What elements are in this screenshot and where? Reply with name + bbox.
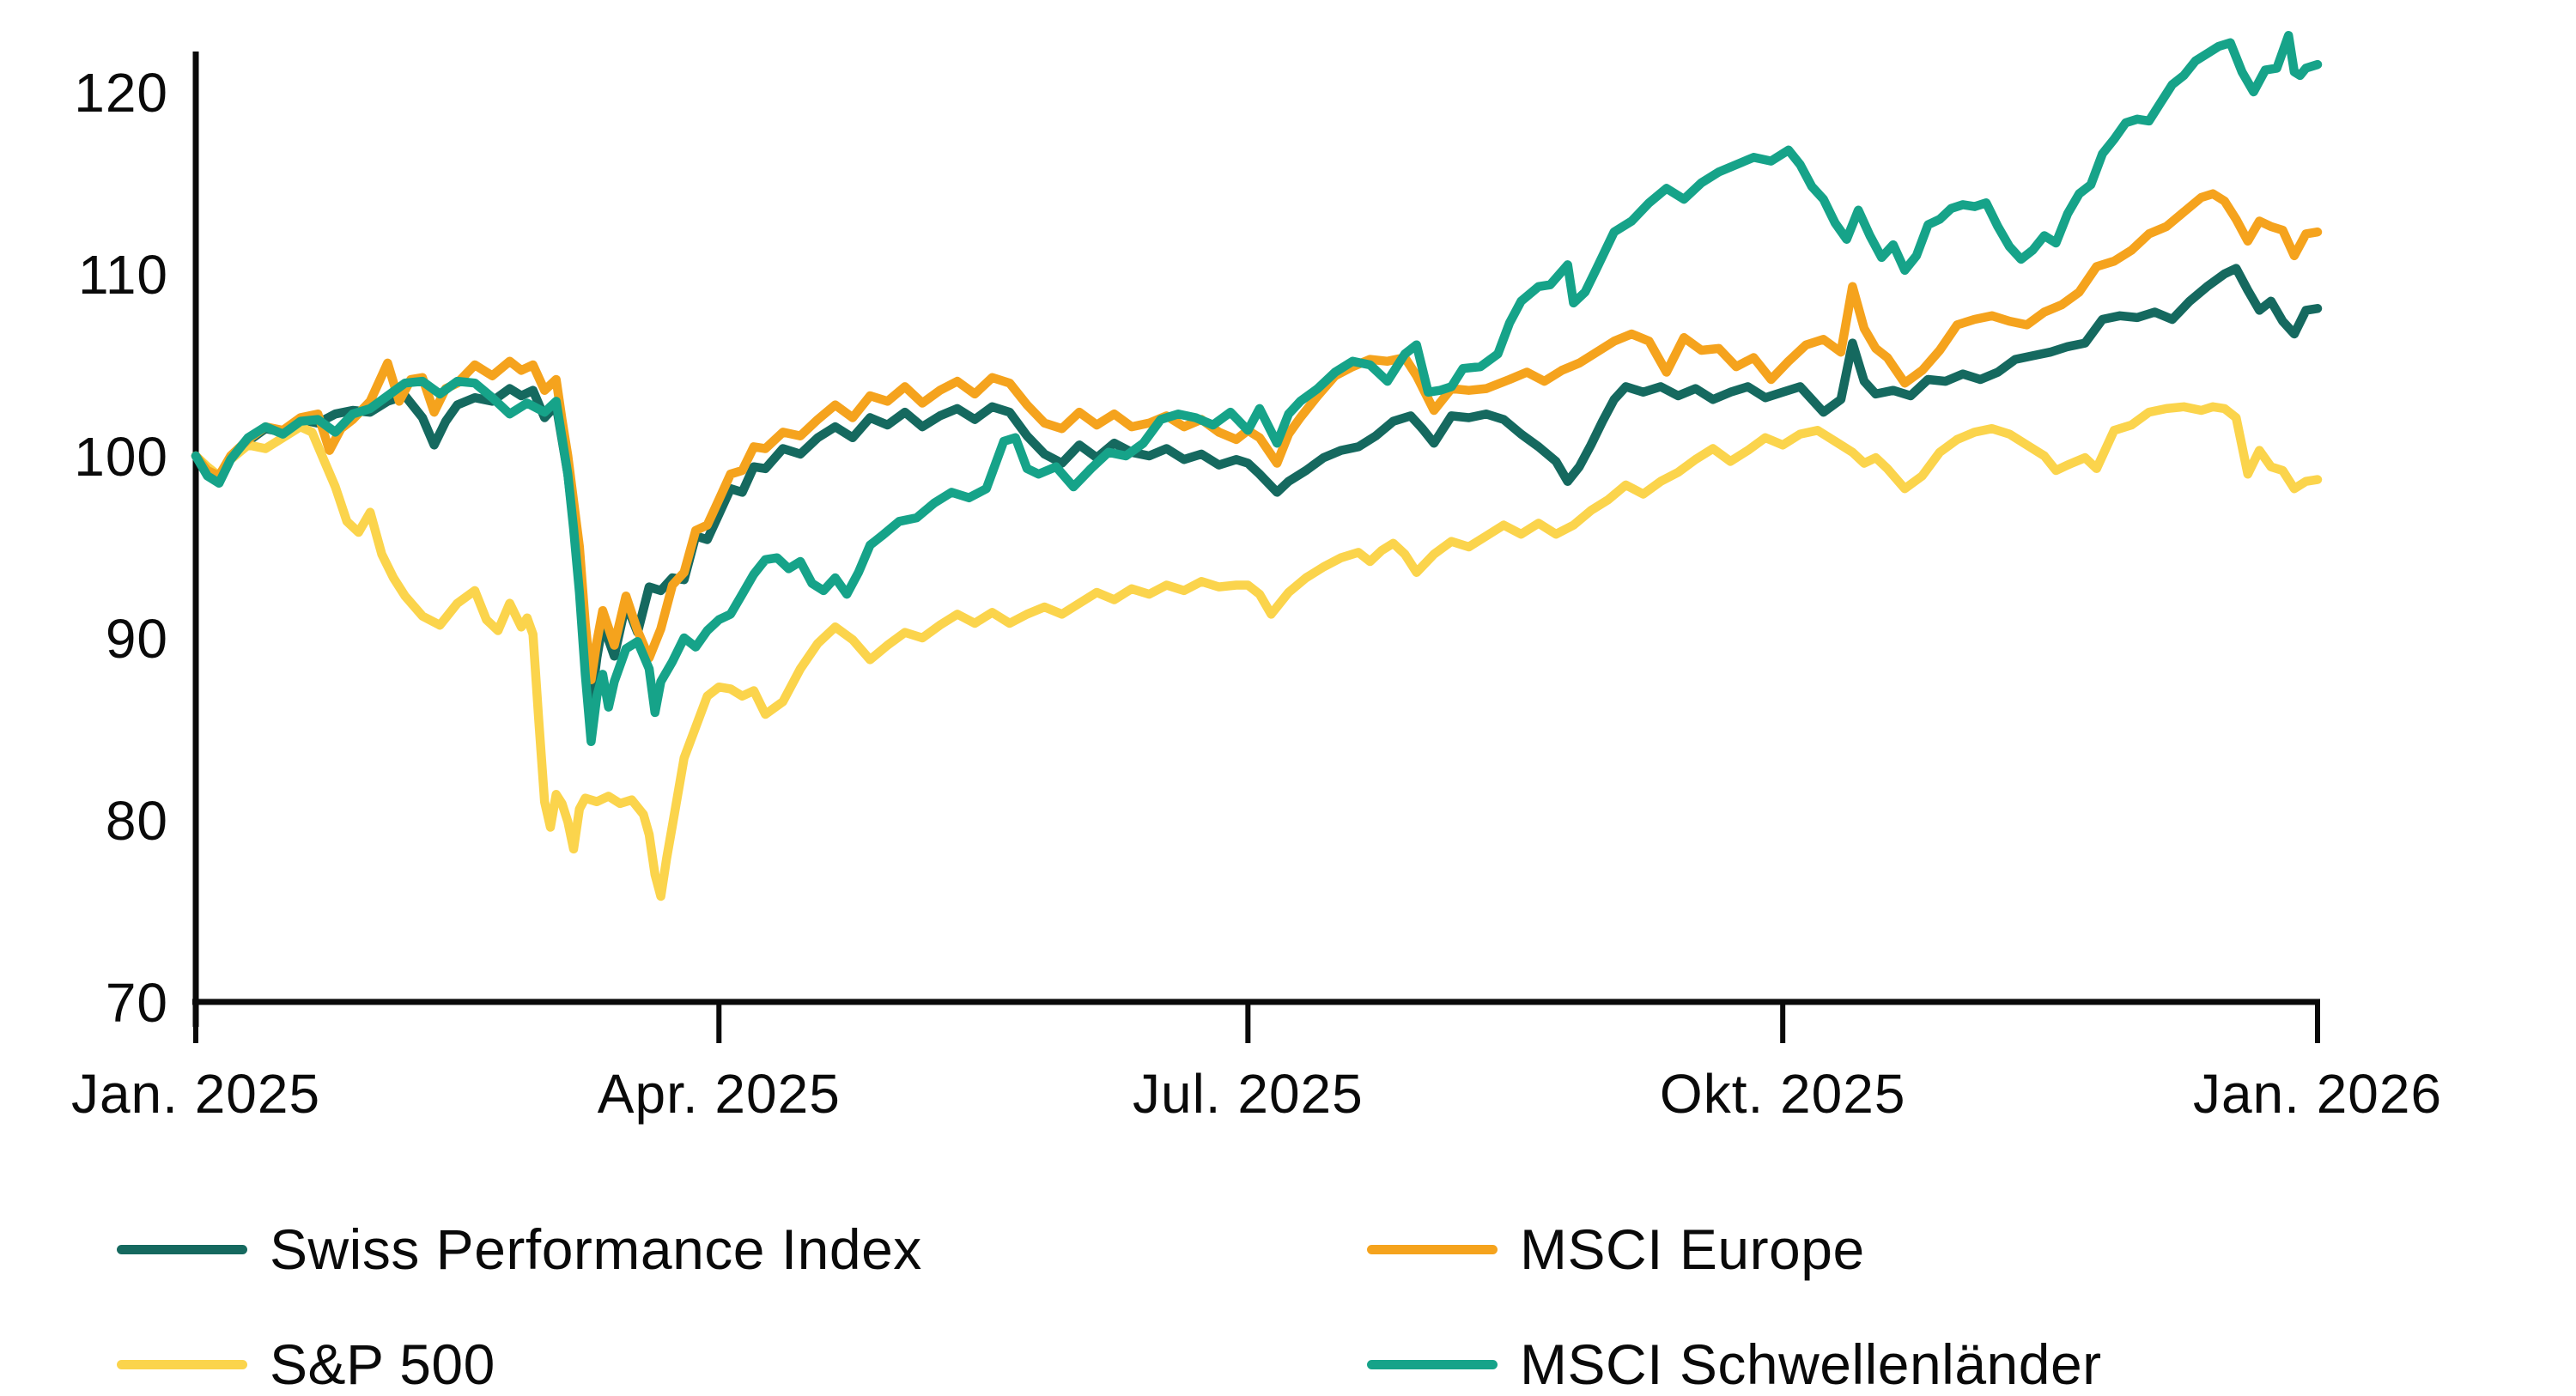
y-tick-label: 110 xyxy=(78,244,168,306)
x-tick-label: Jan. 2025 xyxy=(71,1063,320,1125)
x-tick-label: Okt. 2025 xyxy=(1660,1063,1906,1125)
series-lines xyxy=(191,31,2323,901)
y-axis-tick-labels: 120 110 100 90 80 70 xyxy=(74,62,168,1034)
y-tick-label: 70 xyxy=(106,972,168,1034)
y-tick-label: 90 xyxy=(106,608,168,670)
x-tick-label: Jul. 2025 xyxy=(1133,1063,1364,1125)
x-tick-label: Jan. 2026 xyxy=(2193,1063,2442,1125)
series-line-swiss-performance-index xyxy=(191,264,2323,708)
y-tick-label: 80 xyxy=(106,790,168,852)
series-line-msci-schwellenl-nder xyxy=(191,31,2323,747)
y-tick-label: 120 xyxy=(74,62,168,124)
axes xyxy=(192,52,2320,1027)
x-axis-ticks xyxy=(193,1002,2320,1043)
x-axis-tick-labels: Jan. 2025 Apr. 2025 Jul. 2025 Okt. 2025 … xyxy=(71,1063,2442,1125)
series-line-msci-europe xyxy=(191,189,2323,685)
y-tick-label: 100 xyxy=(74,426,168,488)
x-tick-label: Apr. 2025 xyxy=(598,1063,841,1125)
series-line-s-p-500 xyxy=(191,402,2323,901)
